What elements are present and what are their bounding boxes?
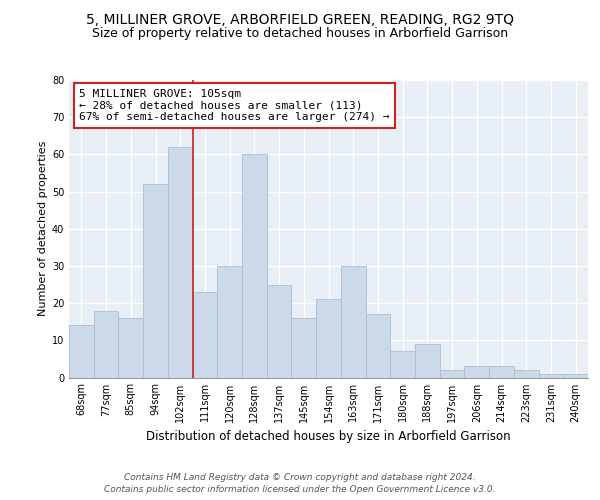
Bar [341,266,365,378]
Text: Size of property relative to detached houses in Arborfield Garrison: Size of property relative to detached ho… [92,28,508,40]
Bar [69,326,94,378]
X-axis label: Distribution of detached houses by size in Arborfield Garrison: Distribution of detached houses by size … [146,430,511,443]
Bar [143,184,168,378]
Bar [94,310,118,378]
Bar [365,314,390,378]
Bar [415,344,440,378]
Bar [118,318,143,378]
Bar [514,370,539,378]
Bar [563,374,588,378]
Text: Contains HM Land Registry data © Crown copyright and database right 2024.
Contai: Contains HM Land Registry data © Crown c… [104,473,496,494]
Text: 5 MILLINER GROVE: 105sqm
← 28% of detached houses are smaller (113)
67% of semi-: 5 MILLINER GROVE: 105sqm ← 28% of detach… [79,89,390,122]
Bar [390,352,415,378]
Y-axis label: Number of detached properties: Number of detached properties [38,141,47,316]
Bar [489,366,514,378]
Bar [316,300,341,378]
Bar [292,318,316,378]
Bar [267,284,292,378]
Bar [440,370,464,378]
Bar [242,154,267,378]
Bar [168,147,193,378]
Bar [464,366,489,378]
Bar [193,292,217,378]
Bar [217,266,242,378]
Text: 5, MILLINER GROVE, ARBORFIELD GREEN, READING, RG2 9TQ: 5, MILLINER GROVE, ARBORFIELD GREEN, REA… [86,12,514,26]
Bar [539,374,563,378]
